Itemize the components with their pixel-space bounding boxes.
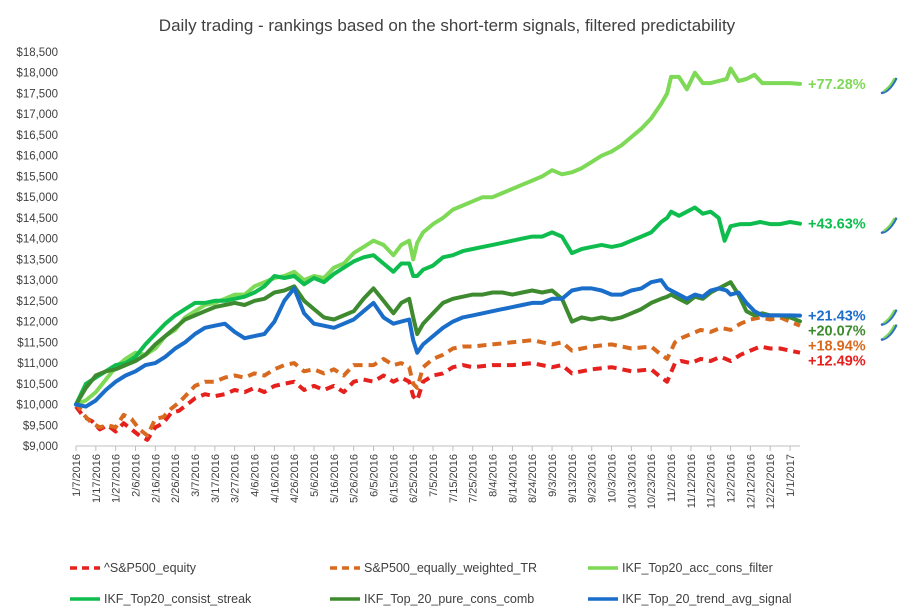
x-tick-label: 1/1/2017: [785, 454, 797, 497]
y-tick-label: $17,500: [16, 88, 58, 100]
plot-area: [74, 66, 802, 442]
y-tick-label: $16,500: [16, 130, 58, 142]
legend-item: S&P500_equally_weighted_TR: [330, 561, 537, 575]
x-tick-label: 6/25/2016: [408, 454, 420, 503]
x-tick-label: 10/3/2016: [607, 454, 619, 503]
x-tick-label: 4/6/2016: [250, 454, 262, 497]
logo-swoosh-icon: [880, 77, 898, 95]
legend-label: IKF_Top_20_trend_avg_signal: [622, 592, 792, 606]
x-tick-label: 5/26/2016: [349, 454, 361, 503]
y-axis: $9,000 $9,500 $10,000 $10,500 $11,000 $11,500…: [16, 47, 58, 453]
series-line-2: [74, 66, 802, 407]
y-tick-label: $14,500: [16, 213, 58, 225]
x-tick-label: 2/16/2016: [150, 454, 162, 503]
x-tick-label: 11/22/2016: [706, 454, 718, 508]
x-tick-label: 2/26/2016: [170, 454, 182, 503]
x-tick-label: 12/22/2016: [765, 454, 777, 509]
legend-label: IKF_Top20_consist_streak: [104, 592, 252, 606]
end-labels: +77.28% +43.63% +21.43%+20.07%+18.94%+12.4…: [808, 77, 898, 370]
x-tick-label: 11/12/2016: [686, 454, 698, 508]
series-end-label-2: +77.28%: [808, 77, 866, 93]
x-tick-label: 9/23/2016: [587, 454, 599, 503]
x-tick-label: 12/12/2016: [745, 454, 757, 509]
chart-title: Daily trading - rankings based on the sh…: [159, 16, 736, 35]
series-end-label-5: +21.43%: [808, 309, 866, 325]
logo-swoosh-icon: [880, 217, 898, 234]
x-tick-label: 8/14/2016: [507, 454, 519, 503]
x-tick-label: 8/24/2016: [527, 454, 539, 503]
x-axis: 1/7/2016 1/17/2016 1/27/2016 2/6/2016 2/16/2…: [71, 445, 800, 509]
x-tick-label: 1/27/2016: [111, 454, 123, 503]
legend-item: IKF_Top_20_trend_avg_signal: [588, 592, 792, 606]
series-end-label-3: +43.63%: [808, 217, 866, 233]
y-tick-label: $18,000: [16, 68, 58, 80]
y-tick-label: $9,500: [23, 420, 58, 432]
series-line-1: [74, 315, 801, 438]
series-end-label-1: +18.94%: [808, 339, 866, 355]
x-tick-label: 5/6/2016: [309, 454, 321, 497]
x-tick-label: 1/17/2016: [91, 454, 103, 503]
legend-item: IKF_Top20_acc_cons_filter: [588, 561, 773, 575]
legend-label: S&P500_equally_weighted_TR: [364, 561, 537, 575]
y-tick-label: $12,000: [16, 317, 58, 329]
x-tick-label: 7/5/2016: [428, 454, 440, 497]
legend: ^S&P500_equity S&P500_equally_weighted_TR…: [70, 561, 792, 606]
x-tick-label: 2/6/2016: [131, 454, 143, 497]
x-tick-label: 6/15/2016: [388, 454, 400, 503]
x-tick-label: 10/23/2016: [646, 454, 658, 509]
series-line-5: [74, 278, 802, 409]
x-tick-label: 1/7/2016: [71, 454, 83, 497]
series-line-3: [74, 205, 802, 407]
legend-label: IKF_Top20_acc_cons_filter: [622, 561, 773, 575]
y-tick-label: $14,000: [16, 234, 58, 246]
x-tick-label: 8/4/2016: [488, 454, 500, 497]
y-tick-label: $13,500: [16, 254, 58, 266]
y-tick-label: $11,500: [17, 337, 58, 349]
x-tick-label: 3/27/2016: [230, 454, 242, 503]
legend-label: ^S&P500_equity: [104, 561, 197, 575]
y-tick-label: $15,500: [16, 171, 58, 183]
y-tick-label: $10,000: [16, 400, 58, 412]
series-line-0: [74, 344, 801, 442]
legend-item: IKF_Top20_consist_streak: [70, 592, 252, 606]
x-tick-label: 3/7/2016: [190, 454, 202, 497]
logo-swoosh-icon: [880, 324, 898, 341]
x-tick-label: 5/16/2016: [329, 454, 341, 503]
x-tick-label: 10/13/2016: [626, 454, 638, 509]
x-tick-label: 4/26/2016: [289, 454, 301, 503]
y-tick-label: $15,000: [16, 192, 58, 204]
x-tick-label: 7/15/2016: [448, 454, 460, 503]
y-tick-label: $18,500: [16, 47, 58, 59]
legend-label: IKF_Top_20_pure_cons_comb: [364, 592, 534, 606]
series-line-4: [74, 280, 802, 407]
y-tick-label: $16,000: [16, 151, 58, 163]
x-tick-label: 4/16/2016: [269, 454, 281, 503]
series-end-label-4: +20.07%: [808, 324, 866, 340]
legend-item: ^S&P500_equity: [70, 561, 197, 575]
x-tick-label: 9/3/2016: [547, 454, 559, 497]
x-tick-label: 3/17/2016: [210, 454, 222, 503]
y-tick-label: $10,500: [16, 379, 58, 391]
y-tick-label: $12,500: [16, 296, 58, 308]
series-end-label-0: +12.49%: [808, 354, 866, 370]
legend-item: IKF_Top_20_pure_cons_comb: [330, 592, 534, 606]
y-tick-label: $13,000: [16, 275, 58, 287]
x-tick-label: 7/25/2016: [468, 454, 480, 503]
x-tick-label: 11/2/2016: [666, 454, 678, 502]
logo-swoosh-icon: [880, 309, 898, 326]
y-tick-label: $9,000: [23, 441, 58, 453]
x-tick-label: 12/2/2016: [726, 454, 738, 503]
x-tick-label: 6/5/2016: [369, 454, 381, 497]
y-tick-label: $11,000: [17, 358, 58, 370]
x-tick-label: 9/13/2016: [567, 454, 579, 503]
y-tick-label: $17,000: [16, 109, 58, 121]
